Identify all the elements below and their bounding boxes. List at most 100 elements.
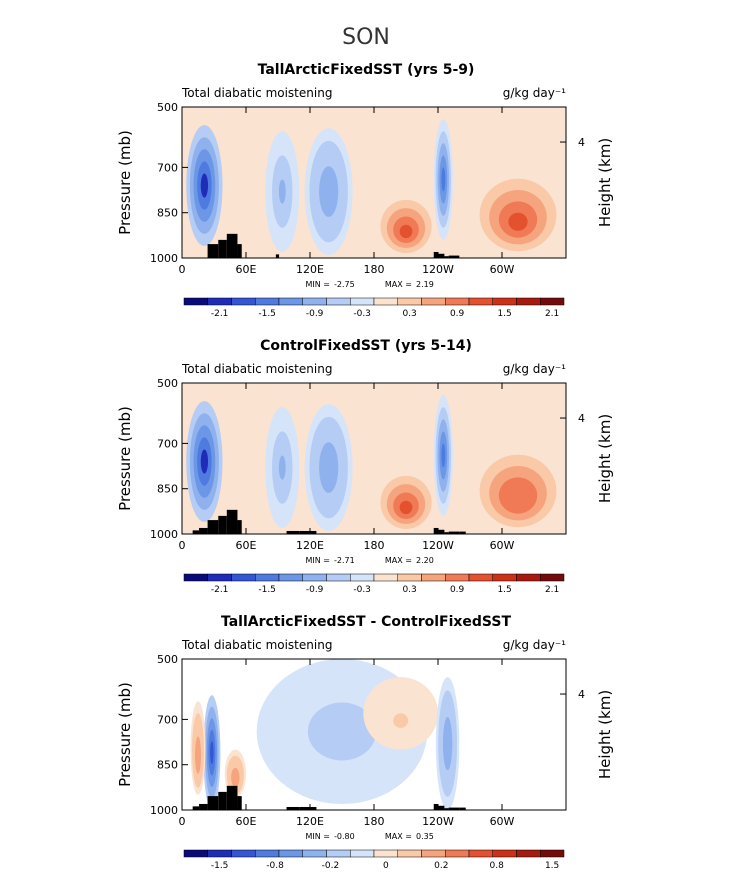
colorbar-swatch [492, 849, 517, 858]
contour-drying-core-70W [441, 443, 446, 468]
contour-diff-pos-160W [393, 713, 409, 728]
contour-drying-band-135E [323, 178, 334, 205]
colorbar-swatch [373, 297, 398, 306]
colorbar-swatch [207, 573, 232, 582]
pressure-tick-label: 700 [157, 713, 178, 726]
land-column [237, 244, 242, 258]
height-axis-label: Height (km) [596, 138, 614, 227]
colorbar-swatch [421, 297, 446, 306]
pressure-tick-label: 700 [157, 437, 178, 450]
max-label: MAX = [385, 280, 412, 289]
landmask [192, 509, 466, 534]
min-value: -2.75 [334, 280, 355, 289]
variable-label: Total diabatic moistening [181, 86, 332, 100]
height-axis-label: Height (km) [596, 414, 614, 503]
colorbar-label: -1.5 [211, 861, 229, 871]
land-column [275, 254, 280, 258]
colorbar-label: -1.5 [258, 309, 276, 319]
height-tick-label: 4 [578, 412, 585, 425]
land-column [207, 796, 219, 810]
contour-drying-band-95E [278, 179, 286, 204]
land-column [448, 531, 460, 534]
colorbar-swatch [302, 849, 327, 858]
colorbar-swatch [516, 297, 541, 306]
land-column [192, 530, 200, 534]
contour-diff-pos-15E [196, 748, 200, 767]
land-column [226, 233, 238, 258]
land-column [199, 527, 208, 534]
colorbar-swatch [207, 297, 232, 306]
height-tick-label: 4 [578, 688, 585, 701]
colorbar-swatch [255, 849, 280, 858]
lon-tick-label: 60W [490, 815, 515, 828]
colorbar-swatch [397, 297, 422, 306]
land-column [218, 791, 227, 810]
colorbar-swatch [326, 297, 351, 306]
colorbar-swatch [516, 849, 541, 858]
colorbar-swatch [445, 573, 470, 582]
colorbar-label: 0 [383, 861, 389, 871]
colorbar-swatch [468, 849, 493, 858]
colorbar-swatch [255, 573, 280, 582]
land-column [459, 531, 466, 534]
colorbar-label: 0.3 [402, 585, 416, 595]
lon-tick-label: 0 [179, 263, 186, 276]
contour-diff-pos-50E [233, 773, 238, 784]
min-label: MIN = [306, 556, 331, 565]
colorbar: -2.1 -1.5 -0.9 -0.3 0.3 0.9 1.5 2.1 [183, 573, 565, 595]
colorbar-label: -1.5 [258, 585, 276, 595]
pressure-axis-label: Pressure (mb) [116, 682, 134, 787]
units-label: g/kg day⁻¹ [503, 86, 566, 100]
land-column [459, 807, 466, 810]
colorbar-label: 2.1 [545, 309, 559, 319]
colorbar-swatch [397, 573, 422, 582]
land-column [444, 532, 449, 534]
lon-tick-label: 180 [364, 539, 385, 552]
axes: 500 700 850 1000 Pressure (mb) 4 Height (km) 0 6… [116, 377, 614, 552]
height-tick-label: 4 [578, 136, 585, 149]
colorbar-label: 0.8 [490, 861, 505, 871]
contour-moistening-160W [399, 224, 413, 239]
axes: 500 700 850 1000 Pressure (mb) 4 Height (km) 0 6… [116, 653, 614, 828]
land-column [438, 253, 445, 258]
lon-tick-label: 0 [179, 539, 186, 552]
colorbar-label: 0.3 [402, 309, 416, 319]
colorbar-label: -0.9 [306, 309, 324, 319]
colorbar-swatch [445, 849, 470, 858]
colorbar-swatch [302, 297, 327, 306]
units-label: g/kg day⁻¹ [503, 638, 566, 652]
colorbar: -1.5 -0.8 -0.2 0 0.2 0.8 1.5 [183, 849, 565, 871]
pressure-tick-label: 850 [157, 759, 178, 772]
pressure-tick-label: 500 [157, 653, 178, 666]
max-value: 0.35 [416, 832, 434, 841]
land-column [199, 803, 208, 810]
colorbar-label: -0.2 [322, 861, 340, 871]
contour-drying-core-20E [200, 173, 209, 198]
land-column [218, 239, 227, 258]
land-column [237, 520, 242, 534]
colorbar-label: 0.9 [450, 585, 465, 595]
pressure-tick-label: 700 [157, 161, 178, 174]
contour-drying-band-95E [278, 455, 286, 480]
axes: 500 700 850 1000 Pressure (mb) 4 Height (km) 0 6… [116, 101, 614, 276]
lon-tick-label: 60W [490, 539, 515, 552]
colorbar-label: 2.1 [545, 585, 559, 595]
lon-tick-label: 120W [422, 539, 454, 552]
land-column [438, 529, 445, 534]
panel-tall-arctic: TallArcticFixedSST (yrs 5-9) Total diaba… [116, 62, 614, 319]
land-column [207, 244, 219, 258]
lon-tick-label: 120E [296, 815, 324, 828]
contour-drying-core-20E [200, 449, 209, 474]
lon-tick-label: 180 [364, 263, 385, 276]
colorbar-swatch [183, 297, 208, 306]
land-column [444, 256, 449, 258]
colorbar-swatch [183, 849, 208, 858]
land-column [444, 808, 449, 810]
season-title: SON [342, 25, 390, 50]
colorbar-swatch [231, 573, 256, 582]
lon-tick-label: 120W [422, 263, 454, 276]
land-column [207, 520, 219, 534]
lon-tick-label: 60E [236, 815, 257, 828]
colorbar-swatch [207, 849, 232, 858]
land-column [433, 527, 438, 534]
